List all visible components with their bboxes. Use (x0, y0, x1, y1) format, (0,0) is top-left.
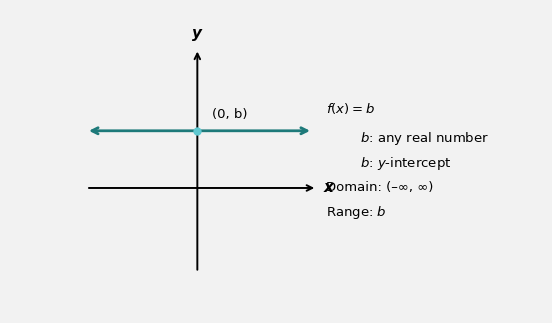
Text: $b$: $y$-intercept: $b$: $y$-intercept (360, 155, 452, 172)
Text: x: x (323, 181, 333, 195)
Text: $f(x) = b$: $f(x) = b$ (326, 101, 375, 116)
Text: Domain: (–∞, ∞): Domain: (–∞, ∞) (326, 182, 433, 194)
Text: (0, ​b): (0, ​b) (213, 108, 248, 121)
Text: Range: $b$: Range: $b$ (326, 204, 386, 221)
Text: y: y (192, 26, 203, 41)
Text: $b$: any real number: $b$: any real number (360, 130, 489, 147)
